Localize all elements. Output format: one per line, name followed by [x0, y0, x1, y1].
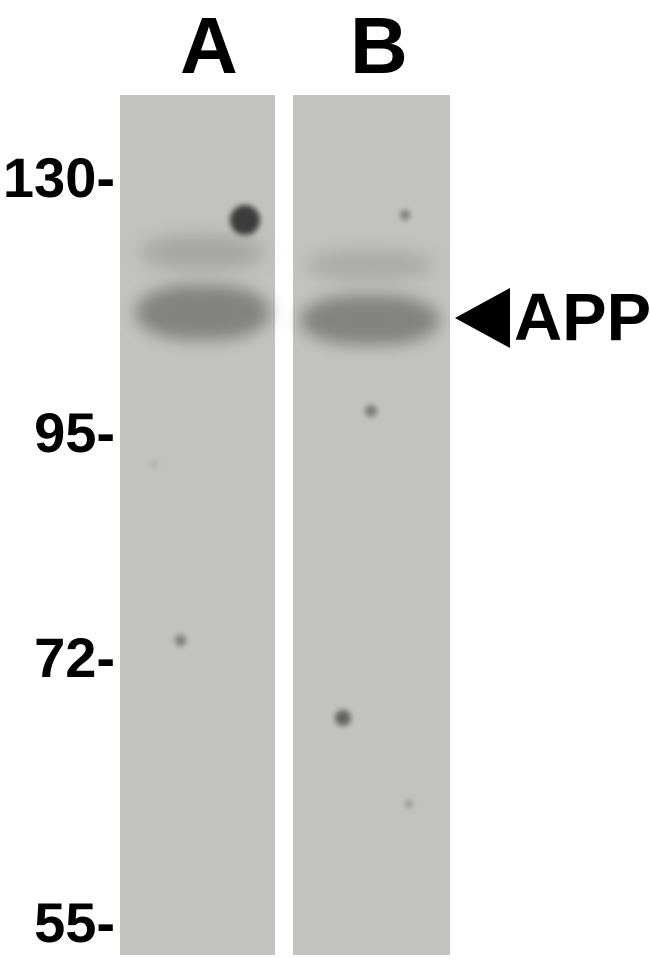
blot-spot: [175, 635, 186, 646]
annotation-app: APP: [455, 280, 650, 356]
blot-spot: [365, 405, 377, 417]
blot-spot: [230, 205, 260, 235]
band-lane-a-faint: [140, 235, 265, 270]
blot-spot: [400, 210, 410, 220]
blot-spot: [150, 460, 158, 468]
lane-label-a: A: [180, 0, 238, 92]
band-lane-a-main: [135, 285, 270, 340]
mw-label-72: 72-: [34, 625, 115, 690]
mw-label-55: 55-: [34, 890, 115, 955]
blot-spot: [405, 800, 413, 808]
lane-label-b: B: [350, 0, 408, 92]
mw-label-130: 130-: [3, 145, 115, 210]
blot-spot: [335, 710, 351, 726]
band-lane-b-faint: [305, 250, 435, 280]
western-blot-figure: A B 130- 95- 72- 55- APP: [0, 0, 650, 973]
lane-divider: [275, 95, 293, 955]
annotation-label-text: APP: [514, 280, 650, 356]
band-lane-b-main: [300, 295, 440, 345]
arrow-left-icon: [455, 288, 510, 348]
mw-label-95: 95-: [34, 400, 115, 465]
